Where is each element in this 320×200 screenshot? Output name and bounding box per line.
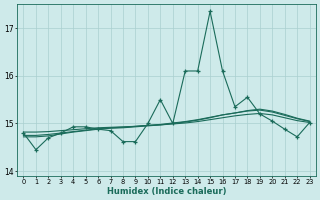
X-axis label: Humidex (Indice chaleur): Humidex (Indice chaleur) <box>107 187 226 196</box>
